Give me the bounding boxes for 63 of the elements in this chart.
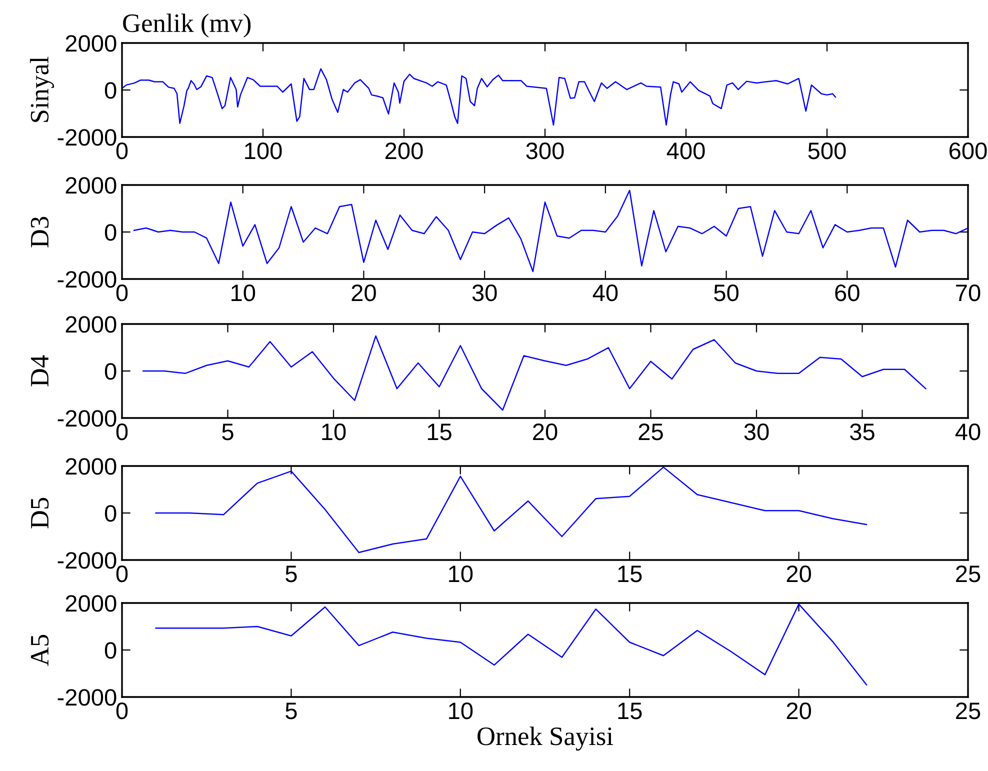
y-axis-title: Sinyal (30, 56, 54, 122)
y-axis-title: D4 (30, 355, 48, 386)
x-tick-label: 0 (116, 565, 128, 582)
x-tick-label: 40 (955, 423, 980, 440)
x-tick-label: 0 (116, 423, 128, 440)
x-tick-label: 30 (744, 423, 769, 440)
x-tick-label: 300 (526, 142, 564, 160)
line-series (142, 335, 926, 411)
line-series (122, 68, 836, 126)
y-tick-label: 0 (104, 82, 116, 99)
x-tick-label: 50 (714, 284, 738, 302)
y-tick-label: -2000 (58, 552, 116, 569)
y-axis-title: D5 (31, 498, 49, 528)
y-tick-label: 2000 (66, 458, 116, 475)
x-tick-label: 25 (956, 565, 980, 582)
y-tick-label: 0 (104, 224, 116, 241)
x-tick-label: 25 (638, 423, 663, 440)
y-tick-label: -2000 (58, 271, 116, 288)
x-tick-label: 10 (232, 284, 256, 302)
y-axis-title: A5 (30, 634, 49, 666)
x-tick-label: 10 (449, 565, 473, 582)
y-tick-label: 0 (104, 642, 116, 659)
y-tick-label: 2000 (66, 595, 116, 612)
x-tick-label: 400 (666, 142, 705, 160)
x-tick-label: 15 (618, 566, 642, 582)
x-tick-label: 5 (286, 566, 297, 582)
x-tick-label: 0 (116, 702, 128, 720)
x-tick-label: 0 (116, 142, 128, 160)
x-tick-label: 10 (322, 423, 346, 440)
x-tick-label: 5 (286, 702, 297, 720)
x-tick-label: 10 (449, 702, 473, 720)
x-tick-label: 25 (956, 702, 980, 720)
y-tick-label: 2000 (66, 316, 116, 333)
chart-title: Genlik (mv) (123, 14, 251, 38)
x-tick-label: 20 (352, 284, 376, 302)
y-tick-label: 0 (104, 363, 116, 380)
x-tick-label: 5 (222, 424, 234, 440)
x-tick-label: 35 (850, 423, 874, 440)
y-tick-label: 2000 (66, 35, 116, 52)
x-tick-label: 20 (533, 423, 558, 440)
x-tick-label: 60 (835, 284, 860, 302)
x-tick-label: 500 (808, 142, 846, 160)
x-tick-label: 200 (385, 142, 423, 160)
x-tick-label: 20 (786, 702, 812, 720)
x-tick-label: 20 (786, 565, 812, 582)
line-series (155, 466, 868, 554)
line-series (155, 604, 868, 686)
x-tick-label: 40 (592, 284, 618, 302)
x-tick-label: 600 (950, 142, 987, 160)
y-tick-label: -2000 (58, 689, 116, 706)
line-series (133, 190, 968, 272)
x-tick-label: 15 (428, 424, 452, 440)
y-tick-label: -2000 (58, 129, 116, 146)
y-tick-label: 0 (104, 505, 116, 522)
x-tick-label: 100 (245, 142, 282, 160)
y-tick-label: 2000 (66, 177, 116, 194)
x-tick-label: 70 (956, 284, 980, 302)
x-tick-label: 30 (472, 284, 497, 302)
x-tick-label: 0 (116, 284, 128, 302)
x-tick-label: 15 (618, 702, 642, 720)
x-axis-title: Ornek Sayisi (478, 726, 614, 751)
y-tick-label: -2000 (58, 410, 116, 427)
y-axis-title: D3 (30, 216, 49, 248)
